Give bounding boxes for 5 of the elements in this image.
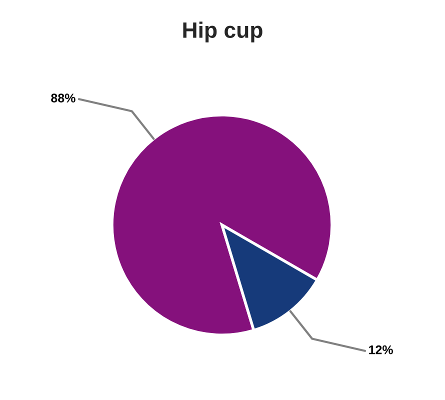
data-label: 12% — [369, 345, 393, 354]
pie-slice — [220, 224, 319, 332]
pie-slice — [110, 114, 334, 336]
data-label: 88% — [51, 94, 76, 102]
chart-title: Hip cup — [183, 22, 262, 42]
